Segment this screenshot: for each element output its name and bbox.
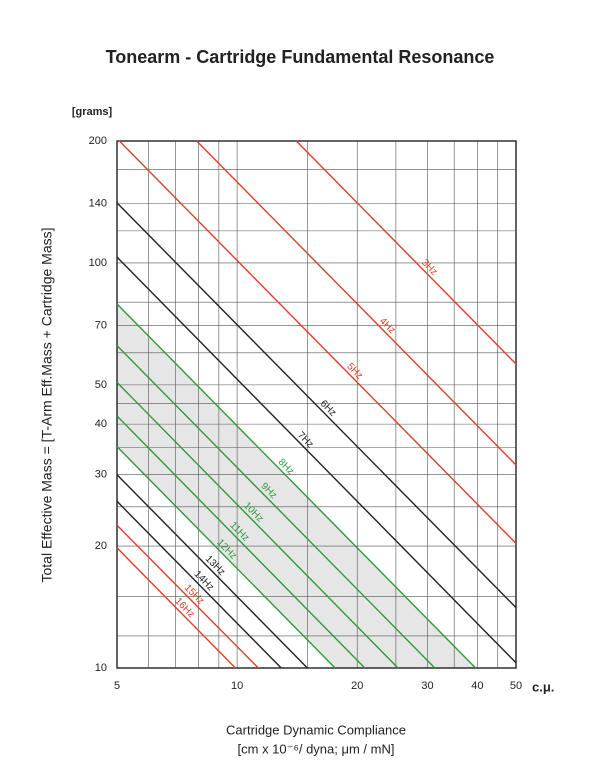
x-tick-label: 30 — [421, 680, 433, 692]
resonance-line — [116, 202, 517, 609]
resonance-line — [116, 547, 236, 669]
x-tick-label: 5 — [114, 680, 120, 692]
x-tick-label: 40 — [471, 680, 483, 692]
y-tick-label: 50 — [95, 379, 107, 391]
y-tick-label: 100 — [89, 257, 107, 269]
resonance-line — [116, 256, 517, 664]
resonance-line — [196, 140, 517, 466]
chart-title: Tonearm - Cartridge Fundamental Resonanc… — [106, 47, 495, 67]
plot-frame — [116, 140, 517, 669]
x-tick-label: 10 — [231, 680, 243, 692]
y-tick-label: 200 — [89, 135, 107, 147]
resonance-line — [118, 140, 517, 544]
x-axis-title: Cartridge Dynamic Compliance — [226, 722, 406, 737]
resonance-line — [116, 446, 336, 669]
legend-label: 4Hz — [377, 316, 397, 336]
legend-label: 6Hz — [318, 398, 338, 418]
resonance-line — [116, 524, 259, 669]
y-tick-label: 10 — [95, 662, 107, 674]
x-axis-subtitle: [cm x 10⁻⁶/ dyna; μm / mN] — [238, 741, 395, 756]
legend-label: 3Hz — [419, 257, 439, 277]
x-tick-label: 20 — [351, 680, 363, 692]
x-unit-label: c.μ. — [532, 679, 554, 694]
y-tick-label: 70 — [95, 320, 107, 332]
y-tick-label: 140 — [89, 198, 107, 210]
legend-label: 5Hz — [344, 361, 364, 381]
resonance-line — [116, 474, 308, 669]
y-tick-label: 30 — [95, 469, 107, 481]
y-tick-label: 20 — [95, 540, 107, 552]
y-unit-label: [grams] — [72, 106, 113, 118]
legend-label: 7Hz — [295, 430, 315, 450]
resonance-line — [116, 345, 436, 669]
resonance-line — [116, 303, 477, 669]
resonance-line — [295, 140, 517, 365]
x-tick-label: 50 — [510, 680, 522, 692]
resonance-line — [116, 500, 282, 669]
resonance-line — [116, 381, 399, 669]
y-tick-label: 40 — [95, 418, 107, 430]
resonance-line — [116, 415, 366, 669]
y-axis-title: Total Effective Mass = [T-Arm Eff.Mass +… — [39, 227, 55, 582]
